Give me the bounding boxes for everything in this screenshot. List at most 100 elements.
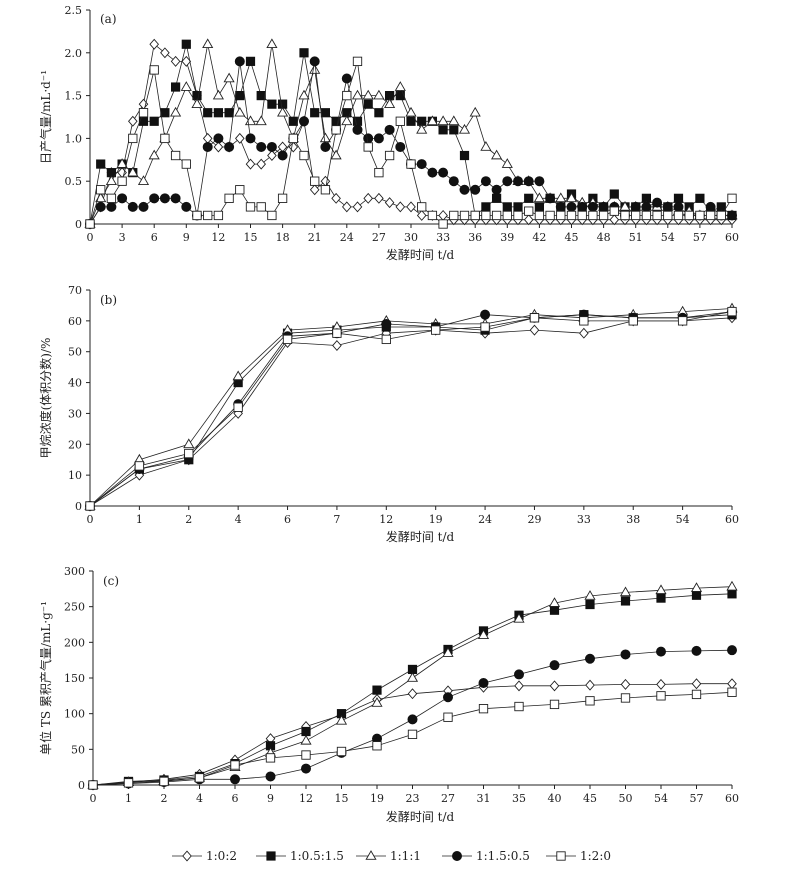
x-tick-label: 45 <box>583 792 597 805</box>
x-tick-label: 29 <box>527 513 541 526</box>
data-point <box>300 734 312 745</box>
y-tick-label: 0.5 <box>65 175 83 188</box>
data-point <box>545 193 556 204</box>
x-tick-label: 24 <box>340 231 354 244</box>
data-point <box>663 210 673 221</box>
data-point <box>332 328 342 338</box>
data-point <box>620 693 631 703</box>
data-point <box>381 318 392 329</box>
x-axis-label: 发酵时间 t/d <box>386 809 455 824</box>
data-point <box>137 175 150 186</box>
data-point <box>727 193 737 203</box>
data-point <box>524 206 534 216</box>
data-point <box>405 106 417 117</box>
data-point <box>96 185 106 195</box>
data-point <box>705 210 716 221</box>
data-point <box>549 660 560 671</box>
x-tick-label: 51 <box>629 231 643 244</box>
data-point <box>159 193 170 204</box>
data-point <box>695 210 705 221</box>
x-tick-label: 2 <box>185 513 192 526</box>
series-2 <box>85 39 737 229</box>
data-point <box>443 712 453 722</box>
data-point <box>335 714 348 725</box>
data-point <box>727 306 737 317</box>
data-point <box>491 184 502 195</box>
x-tick-label: 36 <box>468 231 482 244</box>
data-point <box>160 108 170 118</box>
data-point <box>95 201 106 212</box>
data-point <box>491 149 503 160</box>
data-point <box>224 108 234 118</box>
data-point <box>363 192 373 204</box>
data-point <box>105 175 117 186</box>
data-point <box>502 202 512 212</box>
data-point <box>641 201 652 212</box>
data-point <box>320 141 331 152</box>
x-tick-label: 12 <box>379 513 393 526</box>
x-tick-label: 18 <box>276 231 290 244</box>
legend-marker <box>556 851 566 861</box>
data-point <box>138 201 149 212</box>
data-point <box>514 701 524 712</box>
data-point <box>384 197 395 209</box>
data-point <box>181 201 192 212</box>
x-tick-label: 57 <box>693 231 707 244</box>
y-tick-label: 200 <box>64 636 85 649</box>
data-point <box>491 193 502 203</box>
data-point <box>620 649 631 660</box>
y-tick-label: 250 <box>64 601 85 614</box>
series-line <box>89 314 733 507</box>
data-point <box>384 98 396 108</box>
x-tick-label: 9 <box>267 792 274 805</box>
data-point <box>406 159 416 169</box>
data-point <box>677 316 688 326</box>
x-tick-label: 19 <box>370 792 384 805</box>
data-point <box>170 150 181 161</box>
data-point <box>170 193 181 204</box>
data-point <box>727 210 738 221</box>
series-2 <box>85 310 737 511</box>
data-point <box>213 210 224 221</box>
data-point <box>514 669 525 680</box>
data-point <box>267 210 277 221</box>
data-point <box>609 189 619 199</box>
y-tick-label: 1.5 <box>65 90 83 103</box>
x-tick-label: 4 <box>196 792 203 805</box>
data-point <box>301 726 311 737</box>
data-point <box>223 72 235 83</box>
data-point <box>213 141 224 153</box>
data-point <box>330 149 342 160</box>
data-point <box>609 206 619 216</box>
data-point <box>320 185 331 195</box>
data-point <box>470 210 480 221</box>
data-point <box>298 116 309 127</box>
data-point <box>480 176 491 187</box>
data-point <box>170 55 181 67</box>
data-point <box>148 149 160 160</box>
data-point <box>431 325 441 335</box>
data-point <box>310 176 320 186</box>
data-point <box>656 646 667 657</box>
data-point <box>502 176 513 187</box>
data-point <box>529 313 540 323</box>
x-tick-label: 21 <box>308 231 322 244</box>
x-tick-label: 42 <box>532 231 546 244</box>
x-tick-label: 6 <box>151 231 158 244</box>
data-point <box>427 167 438 178</box>
data-point <box>352 56 363 67</box>
x-tick-label: 35 <box>512 792 526 805</box>
legend: 1:0:2 1:0.5:1.5 1:1:1 1:1.5:0.5 1:2:0 <box>172 849 611 863</box>
x-tick-label: 39 <box>500 231 514 244</box>
data-point <box>459 150 470 161</box>
data-point <box>406 201 416 213</box>
data-point <box>662 201 673 212</box>
x-tick-label: 1 <box>125 792 132 805</box>
data-point <box>529 324 540 336</box>
data-point <box>212 89 224 100</box>
legend-marker <box>266 851 276 861</box>
data-point <box>202 38 214 49</box>
x-tick-label: 45 <box>565 231 579 244</box>
data-point <box>549 699 560 710</box>
x-tick-label: 24 <box>478 513 492 526</box>
